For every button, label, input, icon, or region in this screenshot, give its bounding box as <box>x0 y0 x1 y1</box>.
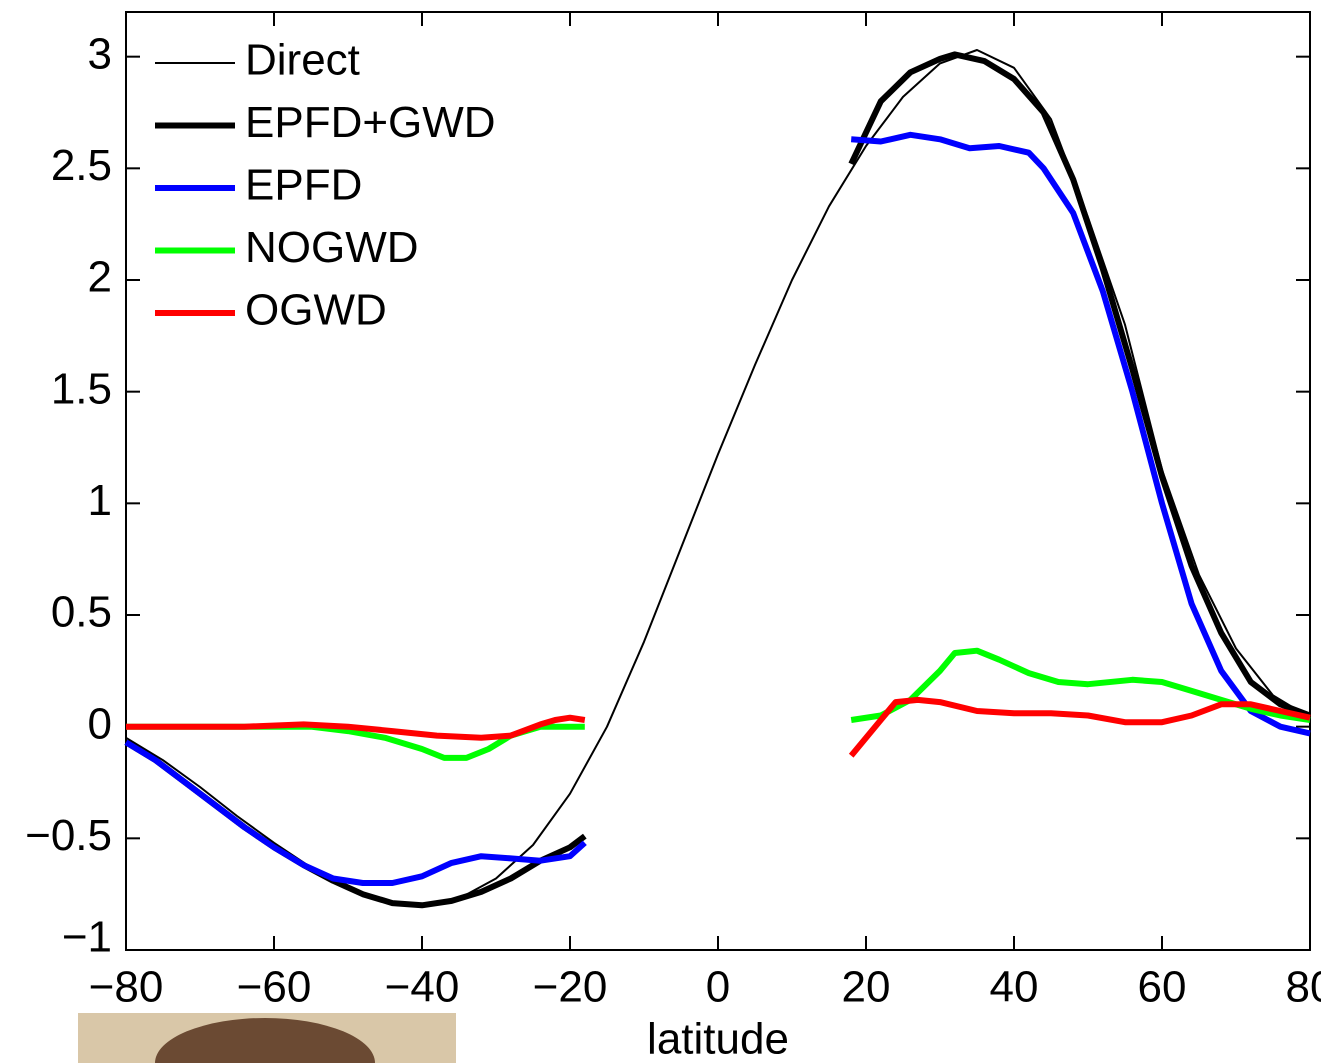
axes-box <box>125 11 1311 951</box>
legend-label: EPFD <box>245 161 362 210</box>
y-tick-label: −0.5 <box>25 811 112 860</box>
series-line <box>126 696 1311 758</box>
y-tick-label: 0.5 <box>51 588 112 637</box>
y-tick-label: 3 <box>88 29 112 78</box>
x-tick-label: −20 <box>533 963 608 1012</box>
y-tick-label: 2 <box>88 253 112 302</box>
x-tick-label: −40 <box>385 963 460 1012</box>
series-line <box>126 647 1311 761</box>
x-tick-label: 80 <box>1286 963 1321 1012</box>
y-tick-label: 1.5 <box>51 364 112 413</box>
x-axis-label: latitude <box>647 1015 789 1063</box>
y-tick-label: 0 <box>88 699 112 748</box>
legend-label: OGWD <box>245 286 387 335</box>
x-tick-label: −80 <box>89 963 164 1012</box>
legend-label: NOGWD <box>245 223 419 272</box>
x-tick-label: 60 <box>1138 963 1187 1012</box>
x-tick-label: 40 <box>990 963 1039 1012</box>
y-tick-label: 1 <box>88 476 112 525</box>
legend-label: EPFD+GWD <box>245 98 496 147</box>
photo-hair <box>155 1018 375 1063</box>
series-line <box>124 131 1311 886</box>
x-tick-label: −60 <box>237 963 312 1012</box>
legend-label: Direct <box>245 36 360 85</box>
x-tick-label: 20 <box>842 963 891 1012</box>
x-tick-label: 0 <box>706 963 730 1012</box>
y-tick-label: −1 <box>62 913 112 962</box>
y-tick-label: 2.5 <box>51 141 112 190</box>
